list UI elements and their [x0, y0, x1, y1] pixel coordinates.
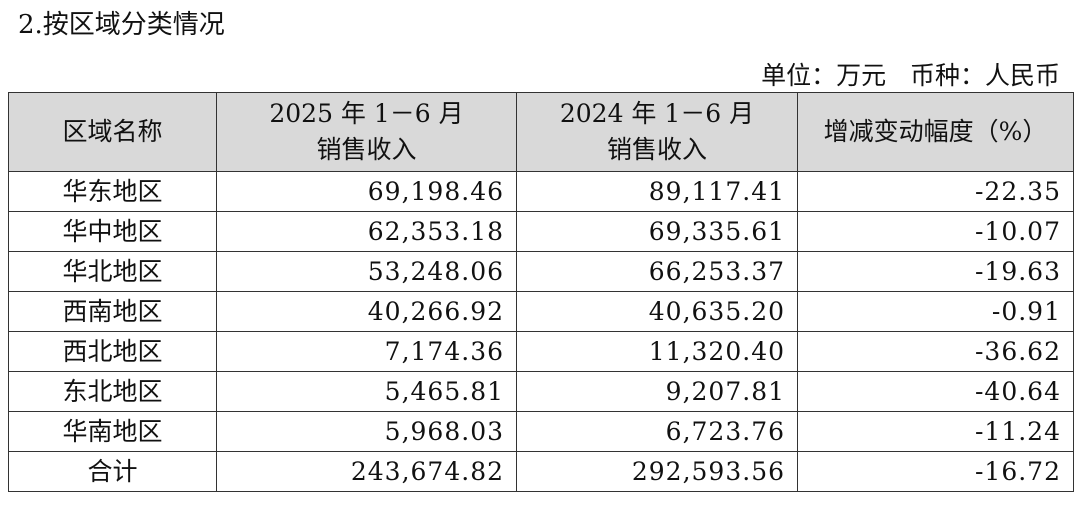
cell-value: 69,198.46: [216, 171, 517, 212]
cell-value: 7,174.36: [216, 331, 517, 372]
cell-value: 9,207.81: [516, 371, 798, 412]
cell-value: 40,635.20: [516, 291, 798, 332]
cell-value: 11,320.40: [516, 331, 798, 372]
table-row: 东北地区 5,465.81 9,207.81 -40.64: [8, 371, 1074, 412]
header-line: 区域名称: [62, 117, 163, 146]
cell-value: -10.07: [797, 211, 1074, 252]
cell-value: 53,248.06: [216, 251, 517, 292]
cell-value: -0.91: [797, 291, 1074, 332]
header-row: 区域名称 2025 年 1－6 月销售收入 2024 年 1－6 月销售收入 增减变动…: [8, 92, 1074, 172]
table-row: 西南地区 40,266.92 40,635.20 -0.91: [8, 291, 1074, 332]
region-name: 华南地区: [8, 411, 217, 452]
table-row: 华东地区 69,198.46 89,117.41 -22.35: [8, 171, 1074, 212]
cell-value: 89,117.41: [516, 171, 798, 212]
region-name: 华北地区: [8, 251, 217, 292]
cell-value: -16.72: [797, 451, 1074, 492]
cell-value: -19.63: [797, 251, 1074, 292]
section-title: 2.按区域分类情况: [18, 10, 225, 40]
cell-value: -22.35: [797, 171, 1074, 212]
cell-value: 5,968.03: [216, 411, 517, 452]
region-name: 西南地区: [8, 291, 217, 332]
table-row: 华南地区 5,968.03 6,723.76 -11.24: [8, 411, 1074, 452]
header-line: 增减变动幅度（%）: [823, 117, 1048, 146]
column-header: 2024 年 1－6 月销售收入: [516, 92, 798, 172]
region-table: 区域名称 2025 年 1－6 月销售收入 2024 年 1－6 月销售收入 增减变动…: [8, 92, 1074, 492]
region-name: 合计: [8, 451, 217, 492]
region-name: 华中地区: [8, 211, 217, 252]
cell-value: 69,335.61: [516, 211, 798, 252]
header-line: 2025 年 1－6 月: [269, 99, 464, 128]
region-name: 东北地区: [8, 371, 217, 412]
cell-value: 5,465.81: [216, 371, 517, 412]
header-line: 2024 年 1－6 月: [559, 99, 755, 128]
cell-value: 292,593.56: [516, 451, 798, 492]
header-line: 销售收入: [606, 135, 707, 164]
column-header: 增减变动幅度（%）: [797, 92, 1074, 172]
region-name: 华东地区: [8, 171, 217, 212]
table-row: 西北地区 7,174.36 11,320.40 -36.62: [8, 331, 1074, 372]
cell-value: 62,353.18: [216, 211, 517, 252]
header-line: 销售收入: [316, 135, 417, 164]
table-body: 华东地区 69,198.46 89,117.41 -22.35 华中地区 62,353.1…: [8, 171, 1074, 492]
cell-value: 6,723.76: [516, 411, 798, 452]
cell-value: -36.62: [797, 331, 1074, 372]
table-row: 华中地区 62,353.18 69,335.61 -10.07: [8, 211, 1074, 252]
table-row: 合计 243,674.82 292,593.56 -16.72: [8, 451, 1074, 492]
column-header: 区域名称: [8, 92, 217, 172]
unit-note: 单位：万元 币种：人民币: [761, 61, 1060, 90]
cell-value: -40.64: [797, 371, 1074, 412]
cell-value: 66,253.37: [516, 251, 798, 292]
cell-value: 40,266.92: [216, 291, 517, 332]
cell-value: -11.24: [797, 411, 1074, 452]
table-row: 华北地区 53,248.06 66,253.37 -19.63: [8, 251, 1074, 292]
cell-value: 243,674.82: [216, 451, 517, 492]
region-name: 西北地区: [8, 331, 217, 372]
column-header: 2025 年 1－6 月销售收入: [216, 92, 517, 172]
